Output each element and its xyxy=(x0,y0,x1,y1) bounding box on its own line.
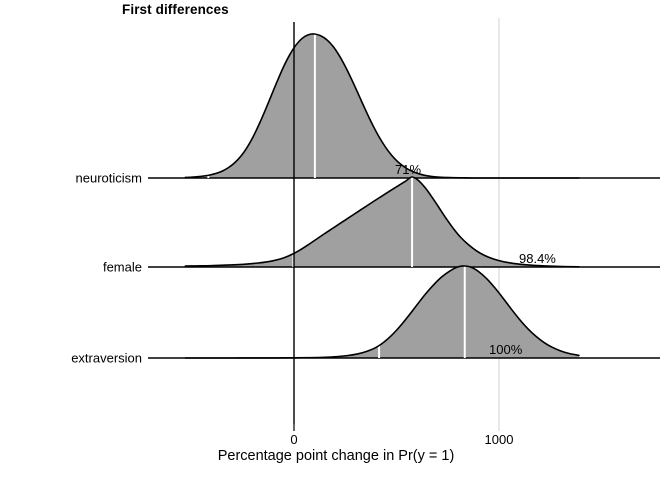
y-axis-label-extraversion: extraversion xyxy=(71,350,142,366)
ridge-extraversion xyxy=(148,265,660,359)
y-axis-label-neuroticism: neuroticism xyxy=(75,170,142,186)
plot-title: First differences xyxy=(122,2,229,17)
density-outline-female xyxy=(184,176,580,268)
percent-annotation-female: 98.4% xyxy=(519,251,556,266)
x-axis-title: Percentage point change in Pr(y = 1) xyxy=(217,448,455,464)
ridge-female xyxy=(148,176,660,268)
density-fill-neuroticism xyxy=(185,33,579,179)
density-outline-neuroticism xyxy=(184,33,580,179)
y-axis-label-female: female xyxy=(102,259,142,275)
percent-annotation-extraversion: 100% xyxy=(489,342,523,357)
x-tick-label-0: 0 xyxy=(290,432,298,447)
ridge-neuroticism xyxy=(148,33,660,179)
percent-annotation-neuroticism: 71% xyxy=(395,162,422,177)
density-fill-female xyxy=(185,176,579,267)
density-fill-extraversion xyxy=(185,265,579,359)
x-tick-label-1000: 1000 xyxy=(484,432,514,447)
density-outline-extraversion xyxy=(184,265,580,359)
